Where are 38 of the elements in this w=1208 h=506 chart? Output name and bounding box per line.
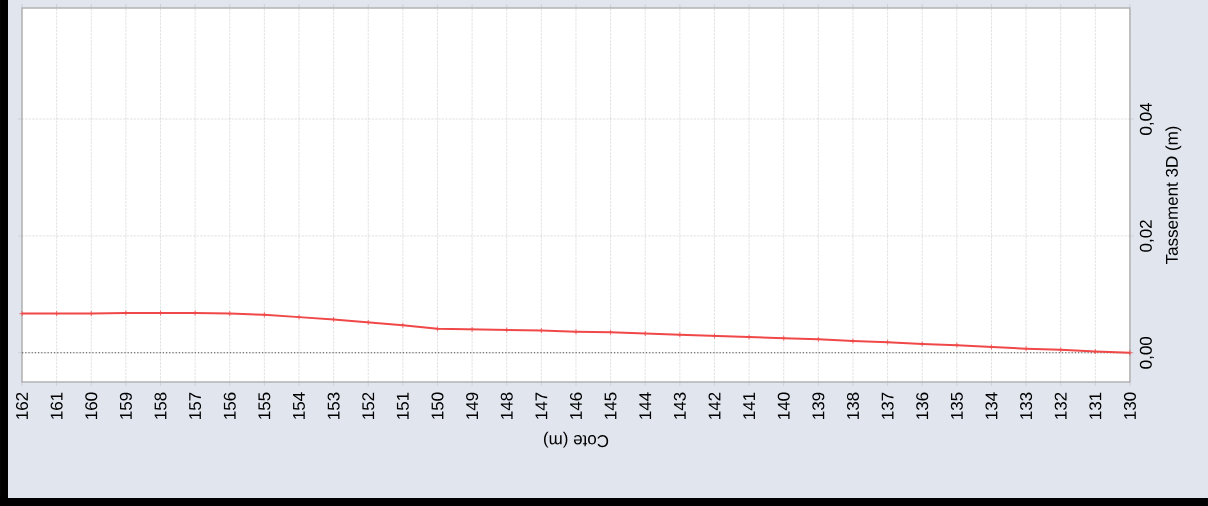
x-tick-label: 154 — [293, 392, 305, 419]
x-tick-label: 155 — [258, 392, 271, 419]
y-tick-label: 0,04 — [1139, 102, 1154, 135]
x-tick-label: 147 — [535, 392, 548, 419]
x-tick-label: 162 — [15, 392, 29, 419]
y-axis-title: Tassement 3D (m) — [1165, 126, 1182, 265]
x-tick-label: 157 — [189, 392, 202, 419]
x-tick-label: 131 — [1089, 392, 1102, 419]
x-tick-label: 135 — [950, 392, 963, 419]
x-tick-label: 136 — [916, 392, 929, 419]
x-tick-label: 137 — [881, 392, 894, 419]
x-tick-label: 158 — [154, 392, 167, 419]
x-tick-label: 156 — [223, 392, 236, 419]
y-tick-label: 0,02 — [1139, 220, 1154, 252]
x-tick-label: 143 — [673, 392, 686, 419]
x-tick-label: 139 — [812, 392, 825, 419]
x-axis-title: Cote (m) — [543, 431, 609, 448]
x-tick-label: 132 — [1054, 392, 1067, 419]
x-tick-label: 133 — [1020, 392, 1033, 419]
x-tick-label: 142 — [708, 392, 721, 419]
x-tick-label: 149 — [466, 392, 479, 419]
x-tick-label: 150 — [431, 392, 444, 419]
x-tick-label: 138 — [846, 392, 859, 419]
x-tick-label: 161 — [50, 392, 63, 419]
x-tick-label: 152 — [362, 392, 375, 419]
x-tick-label: 140 — [777, 392, 790, 419]
x-tick-label: 144 — [639, 392, 652, 419]
y-tick-label: 0,00 — [1139, 336, 1154, 369]
x-tick-label: 159 — [119, 392, 132, 419]
x-tick-label: 153 — [327, 392, 340, 419]
x-tick-label: 148 — [500, 392, 513, 419]
x-tick-label: 146 — [569, 392, 582, 419]
x-tick-label: 141 — [743, 392, 755, 419]
x-tick-label: 134 — [985, 392, 998, 419]
x-tick-label: 130 — [1123, 392, 1136, 419]
x-tick-label: 160 — [85, 392, 98, 419]
x-tick-label: 151 — [396, 392, 409, 419]
x-tick-label: 145 — [604, 392, 617, 419]
